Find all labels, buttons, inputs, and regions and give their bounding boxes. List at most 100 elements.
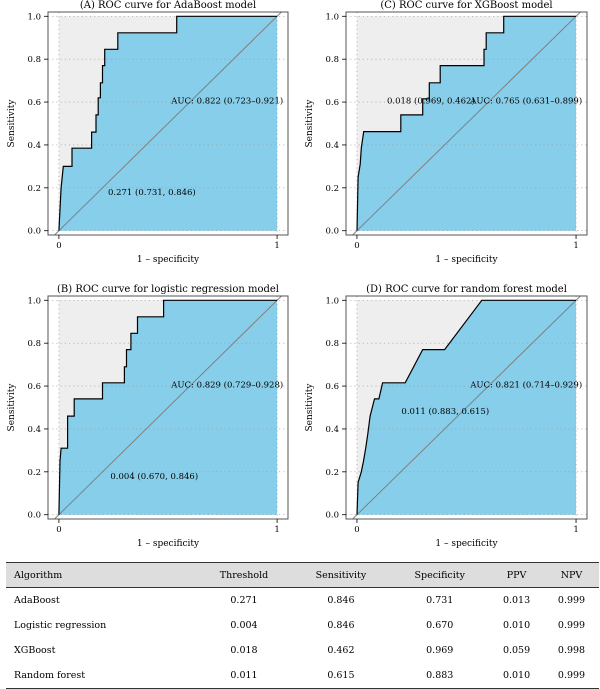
diagonal-line: [351, 12, 582, 235]
results-table-container: Algorithm Threshold Sensitivity Specific…: [6, 562, 599, 689]
y-tick-label: 0.0: [325, 511, 339, 521]
y-tick-label: 1.0: [325, 12, 339, 22]
table-cell: 0.731: [426, 595, 454, 606]
table-row: AdaBoost 0.271 0.846 0.731 0.013 0.999: [6, 588, 599, 614]
header-algorithm: Algorithm: [6, 562, 197, 588]
x-axis-label: 1 – specificity: [435, 539, 498, 549]
roc-panel: (C) ROC curve for XGBoost model 0.0 0.2 0.4…: [305, 0, 588, 265]
table-cell: AdaBoost: [14, 595, 60, 606]
y-tick-label: 0.8: [27, 339, 41, 349]
optimal-point-annotation: 0.004 (0.670, 0.846): [110, 471, 198, 482]
y-tick-label: 0.0: [27, 511, 41, 521]
table-cell: 0.010: [502, 620, 531, 631]
table-row: XGBoost 0.018 0.462 0.969 0.059 0.998: [6, 638, 599, 663]
roc-curve-line: [58, 299, 278, 515]
y-tick-label: 0.8: [325, 339, 339, 349]
y-tick-label: 0.4: [325, 425, 339, 435]
y-axis-label: Sensitivity: [7, 383, 17, 432]
table-cell: 0.846: [327, 595, 355, 606]
results-table: Algorithm Threshold Sensitivity Specific…: [6, 562, 599, 689]
x-tick-label: 1: [573, 525, 578, 535]
y-tick-label: 1.0: [27, 12, 41, 22]
table-cell: 0.846: [327, 620, 355, 631]
y-tick-label: 0.6: [27, 98, 41, 108]
y-tick-label: 0.6: [27, 382, 41, 392]
chart-title: (C) ROC curve for XGBoost model: [380, 0, 552, 11]
plot-frame: [345, 295, 588, 520]
header-specificity: Specificity: [390, 562, 490, 588]
table-cell: 0.670: [426, 620, 454, 631]
x-tick-label: 0: [354, 241, 359, 251]
table-cell: Logistic regression: [14, 620, 107, 631]
diagonal-line: [53, 296, 283, 519]
table-cell: 0.013: [502, 595, 531, 606]
table-header-row: Algorithm Threshold Sensitivity Specific…: [6, 562, 599, 588]
table-cell: 0.010: [489, 663, 545, 689]
y-tick-label: 0.8: [325, 55, 339, 65]
table-cell: XGBoost: [14, 645, 56, 656]
table-cell: 0.999: [544, 663, 599, 689]
x-axis-label: 1 – specificity: [435, 255, 498, 265]
table-cell: 0.615: [291, 663, 391, 689]
table-cell: 0.011: [196, 663, 292, 689]
x-tick-label: 0: [354, 525, 359, 535]
y-axis-label: Sensitivity: [305, 99, 315, 148]
chart-title: (A) ROC curve for AdaBoost model: [80, 0, 256, 11]
auc-label: AUC: 0.822 (0.723–0.921): [170, 95, 283, 106]
table-cell: 0.999: [557, 620, 586, 631]
plot-frame: [47, 295, 289, 520]
x-tick-label: 1: [274, 525, 279, 535]
y-tick-label: 1.0: [27, 296, 41, 306]
table-cell: 0.004: [230, 620, 258, 631]
auc-label: AUC: 0.829 (0.729–0.928): [170, 379, 283, 390]
y-tick-label: 0.4: [27, 141, 41, 151]
auc-label: AUC: 0.765 (0.631–0.899): [469, 95, 582, 106]
roc-panel: (D) ROC curve for random forest model 0.0…: [305, 284, 588, 549]
y-tick-label: 0.4: [27, 425, 41, 435]
y-axis-label: Sensitivity: [305, 383, 315, 432]
y-axis-label: Sensitivity: [7, 99, 17, 148]
y-tick-label: 0.2: [27, 468, 41, 478]
roc-curve-line: [58, 15, 278, 231]
table-row: Random forest 0.011 0.615 0.883 0.010 0.…: [6, 663, 599, 689]
y-tick-label: 0.2: [27, 184, 41, 194]
table-cell: 0.883: [390, 663, 490, 689]
x-tick-label: 1: [274, 241, 279, 251]
table-cell: 0.018: [230, 645, 258, 656]
x-tick-label: 0: [56, 525, 61, 535]
diagonal-line: [351, 296, 582, 519]
roc-curve-line: [356, 299, 576, 515]
roc-figure: (A) ROC curve for AdaBoost model 0.0 0.2 0.…: [7, 0, 588, 549]
y-tick-label: 0.2: [325, 184, 339, 194]
y-tick-label: 0.0: [27, 227, 41, 237]
x-axis-label: 1 – specificity: [137, 255, 200, 265]
header-npv: NPV: [544, 562, 599, 588]
optimal-point-annotation: 0.011 (0.883, 0.615): [401, 406, 489, 417]
table-cell: 0.271: [230, 595, 258, 606]
header-ppv: PPV: [489, 562, 545, 588]
plot-frame: [47, 11, 289, 236]
table-cell: 0.998: [557, 645, 586, 656]
x-axis-label: 1 – specificity: [137, 539, 200, 549]
header-sensitivity: Sensitivity: [291, 562, 391, 588]
x-tick-label: 1: [573, 241, 578, 251]
table-row: Logistic regression 0.004 0.846 0.670 0.…: [6, 613, 599, 638]
roc-curve-line: [356, 15, 576, 231]
roc-panel: (A) ROC curve for AdaBoost model 0.0 0.2 0.…: [7, 0, 289, 265]
y-tick-label: 0.6: [325, 382, 339, 392]
optimal-point-annotation: 0.018 (0.969, 0.462): [387, 95, 475, 106]
y-tick-label: 0.6: [325, 98, 339, 108]
table-cell: 0.969: [426, 645, 454, 656]
y-tick-label: 0.0: [325, 227, 339, 237]
header-threshold: Threshold: [196, 562, 292, 588]
plot-frame: [345, 11, 588, 236]
table-cell: 0.462: [327, 645, 355, 656]
chart-title: (B) ROC curve for logistic regression mo…: [57, 284, 279, 295]
y-tick-label: 0.8: [27, 55, 41, 65]
diagonal-line: [53, 12, 283, 235]
chart-title: (D) ROC curve for random forest model: [366, 284, 567, 295]
table-cell: 0.059: [502, 645, 531, 656]
table-cell: 0.999: [557, 595, 586, 606]
y-tick-label: 1.0: [325, 296, 339, 306]
optimal-point-annotation: 0.271 (0.731, 0.846): [108, 187, 196, 198]
